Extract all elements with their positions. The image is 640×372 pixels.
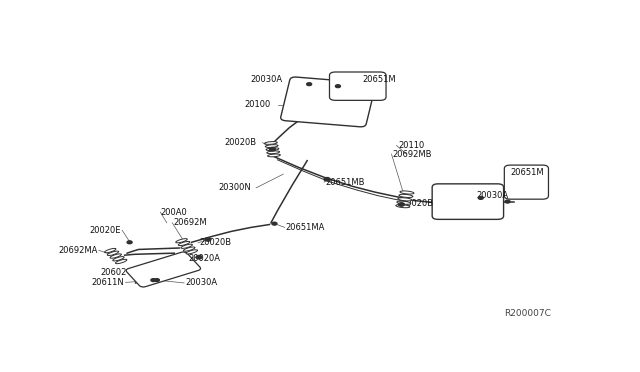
Text: 20020A: 20020A (188, 254, 220, 263)
Circle shape (269, 147, 275, 151)
Text: 20030A: 20030A (477, 191, 509, 201)
Circle shape (205, 238, 211, 241)
Text: 20651M: 20651M (511, 168, 544, 177)
Ellipse shape (115, 259, 127, 264)
Text: 20020E: 20020E (89, 226, 121, 235)
Circle shape (478, 196, 483, 199)
Text: 200A0: 200A0 (161, 208, 188, 217)
Ellipse shape (140, 277, 154, 284)
FancyBboxPatch shape (330, 72, 386, 100)
Text: 20651MB: 20651MB (326, 178, 365, 187)
Text: 20651M: 20651M (363, 75, 396, 84)
Circle shape (505, 200, 510, 203)
FancyBboxPatch shape (432, 184, 504, 219)
Text: 20692MA: 20692MA (58, 246, 97, 255)
Text: 20611N: 20611N (91, 278, 124, 287)
Ellipse shape (397, 201, 411, 204)
Text: 20300N: 20300N (218, 183, 251, 192)
Ellipse shape (179, 241, 190, 246)
FancyBboxPatch shape (281, 77, 375, 127)
Circle shape (335, 85, 340, 88)
Text: 20651MA: 20651MA (286, 223, 325, 232)
Ellipse shape (176, 239, 188, 243)
Text: 20100: 20100 (244, 100, 271, 109)
Ellipse shape (113, 257, 124, 261)
Text: 20020B: 20020B (401, 199, 433, 208)
Ellipse shape (266, 145, 278, 147)
Ellipse shape (184, 247, 195, 251)
Text: 20110: 20110 (399, 141, 425, 150)
Text: 20030A: 20030A (185, 279, 217, 288)
Text: R200007C: R200007C (504, 309, 551, 318)
Circle shape (307, 83, 312, 86)
Text: 20692M: 20692M (173, 218, 207, 227)
Ellipse shape (398, 198, 412, 201)
Text: 20692MB: 20692MB (392, 150, 432, 158)
Text: 20020B: 20020B (224, 138, 256, 147)
Ellipse shape (181, 244, 193, 248)
Ellipse shape (104, 248, 116, 253)
Ellipse shape (108, 251, 118, 256)
FancyBboxPatch shape (126, 252, 200, 287)
Ellipse shape (264, 142, 277, 144)
Ellipse shape (110, 254, 122, 258)
Circle shape (324, 177, 330, 181)
Ellipse shape (399, 194, 413, 198)
Circle shape (151, 279, 156, 282)
Ellipse shape (396, 205, 410, 208)
Circle shape (272, 222, 277, 225)
Circle shape (196, 256, 202, 259)
Ellipse shape (400, 191, 414, 194)
Ellipse shape (266, 148, 279, 151)
Text: 20030A: 20030A (250, 75, 282, 84)
Circle shape (154, 279, 159, 282)
Ellipse shape (268, 154, 280, 157)
Ellipse shape (267, 151, 280, 154)
Text: 20020B: 20020B (199, 238, 231, 247)
Circle shape (399, 203, 404, 206)
Text: 20602: 20602 (100, 268, 127, 277)
Ellipse shape (186, 250, 198, 254)
FancyBboxPatch shape (504, 165, 548, 199)
Circle shape (127, 241, 132, 244)
